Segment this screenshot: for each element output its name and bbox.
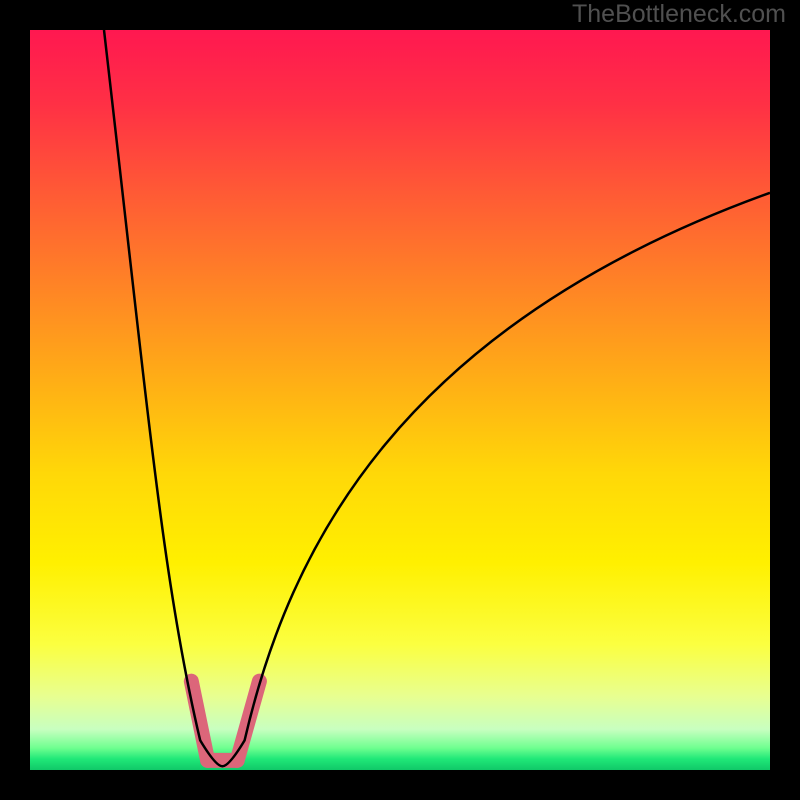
bottleneck-chart xyxy=(0,0,800,800)
chart-stage: TheBottleneck.com xyxy=(0,0,800,800)
plot-background xyxy=(30,30,770,770)
watermark-text: TheBottleneck.com xyxy=(572,0,786,29)
